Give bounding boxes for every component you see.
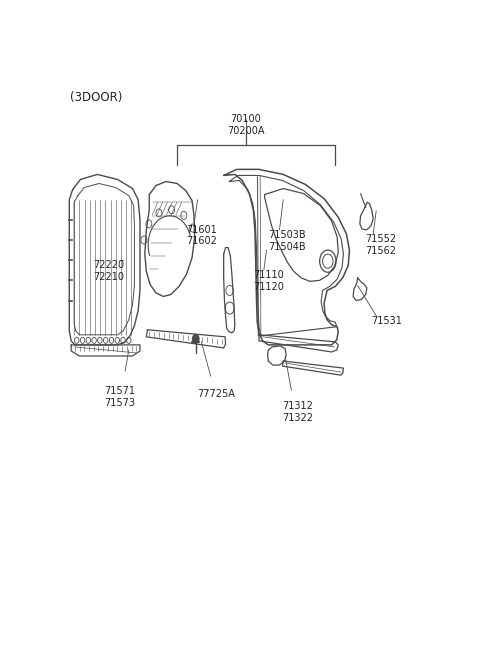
Text: 71571
71573: 71571 71573 bbox=[105, 386, 136, 408]
Text: 77725A: 77725A bbox=[197, 389, 235, 399]
Text: 71312
71322: 71312 71322 bbox=[282, 402, 313, 423]
Text: 71552
71562: 71552 71562 bbox=[365, 234, 396, 255]
Text: 72220
72210: 72220 72210 bbox=[94, 260, 125, 282]
Text: 71531: 71531 bbox=[371, 316, 402, 326]
Text: 71601
71602: 71601 71602 bbox=[186, 225, 217, 246]
Circle shape bbox=[192, 334, 199, 343]
Text: 71110
71120: 71110 71120 bbox=[253, 271, 284, 292]
Text: (3DOOR): (3DOOR) bbox=[71, 91, 123, 104]
Text: 71503B
71504B: 71503B 71504B bbox=[268, 230, 306, 252]
Text: 70100
70200A: 70100 70200A bbox=[227, 114, 265, 136]
